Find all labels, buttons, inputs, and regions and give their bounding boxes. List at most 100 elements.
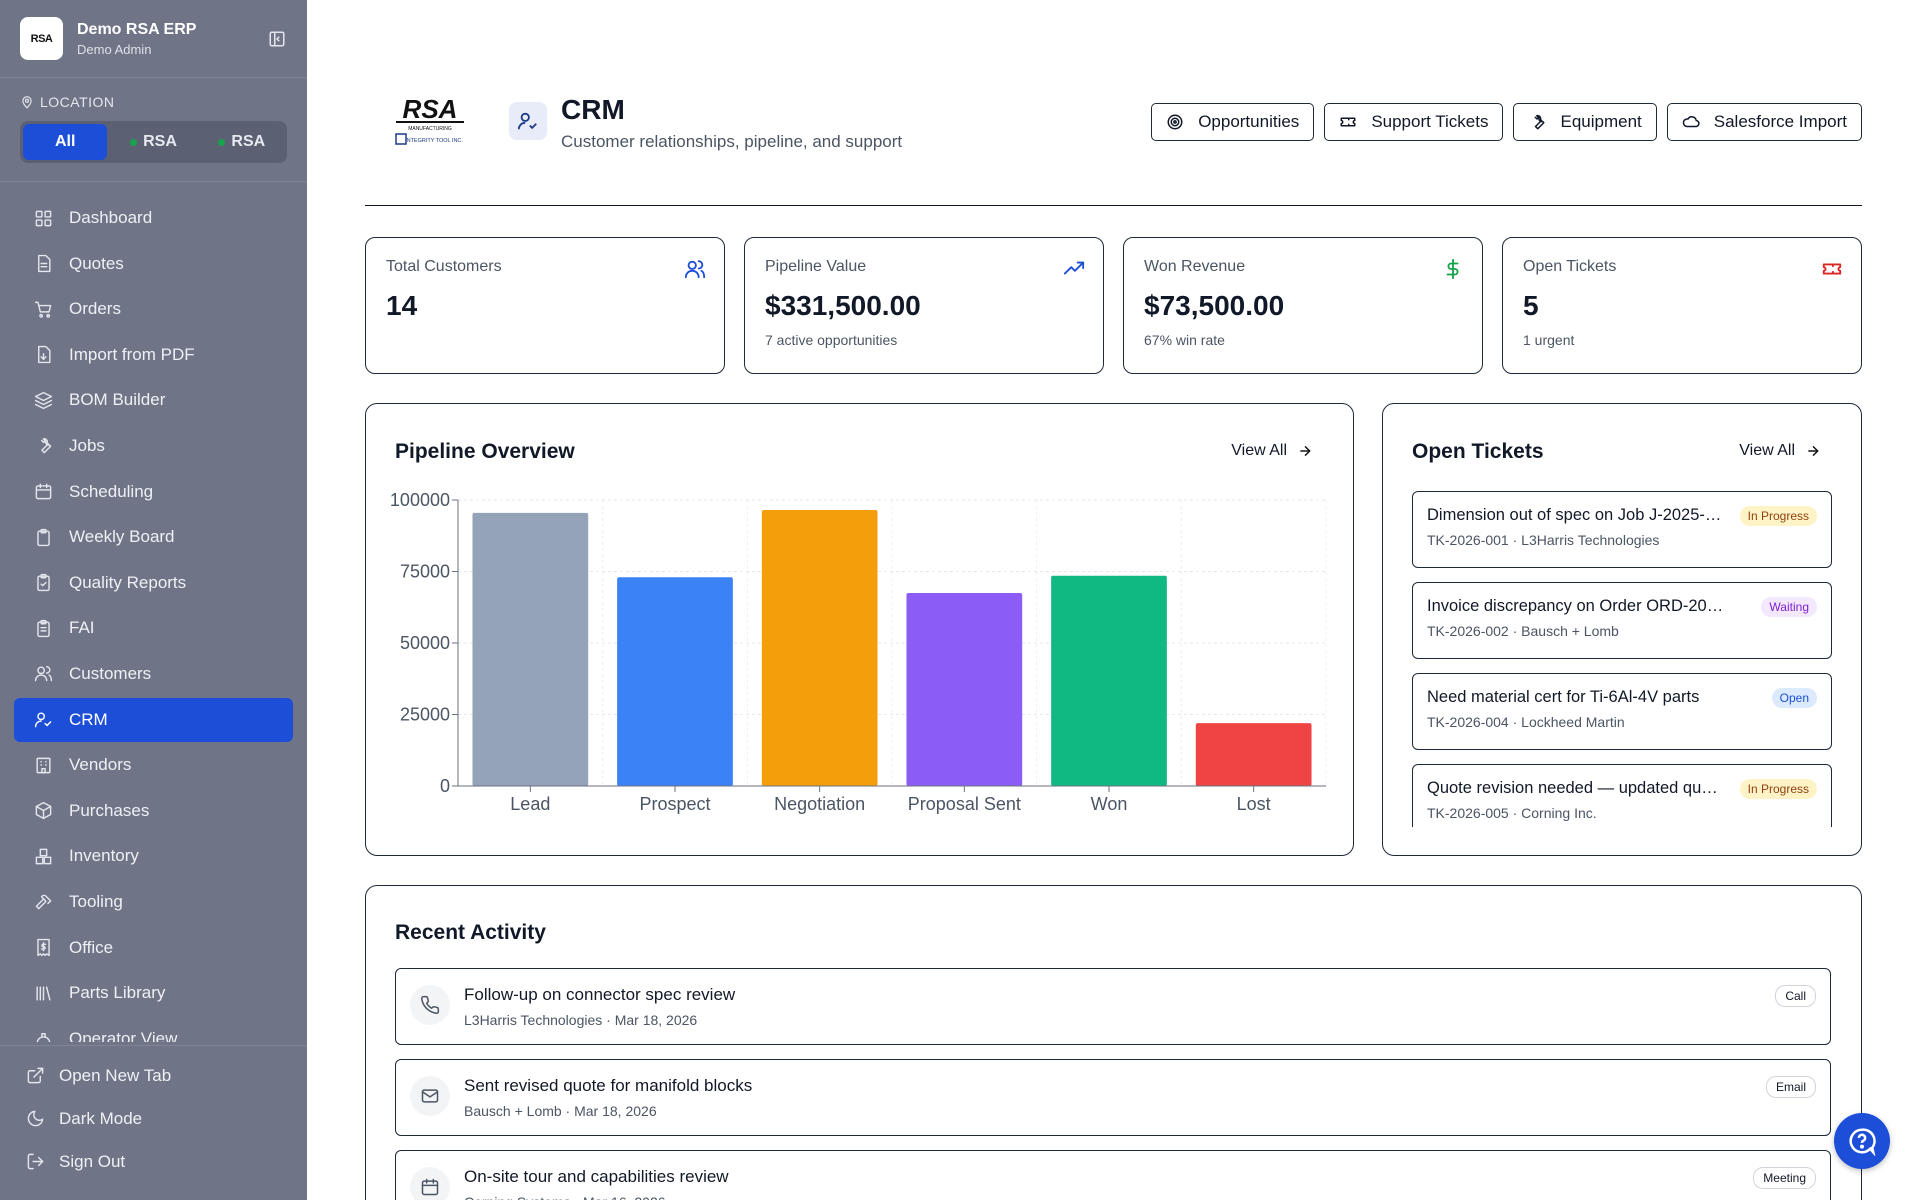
hammer-icon (35, 894, 52, 910)
mail-icon (421, 1089, 439, 1103)
ticket-item[interactable]: Invoice discrepancy on Order ORD-2025… TK… (1412, 582, 1832, 659)
ticket-status-badge: In Progress (1739, 506, 1817, 526)
stat-subtext: 1 urgent (1523, 332, 1575, 348)
sidebar-item-label: Purchases (69, 800, 150, 820)
stats-row: Total Customers 14 Pipeline Value $331,500.… (365, 237, 1862, 374)
sidebar-item-dashboard[interactable]: Dashboard (14, 196, 293, 240)
salesforce-import-button[interactable]: Salesforce Import (1666, 103, 1862, 141)
receipt-icon (37, 938, 50, 957)
sidebar-header: RSA Demo RSA ERP Demo Admin (0, 0, 307, 78)
x-tick-label: Proposal Sent (908, 794, 1021, 814)
users-icon (34, 666, 53, 682)
clipboard-check-icon (37, 574, 50, 592)
sidebar-item-customers[interactable]: Customers (14, 652, 293, 696)
stat-value: $73,500.00 (1144, 290, 1285, 321)
opportunities-button[interactable]: Opportunities (1151, 103, 1315, 141)
sidebar-item-fai[interactable]: FAI (14, 606, 293, 650)
activity-title: On-site tour and capabilities review (464, 1167, 729, 1186)
tickets-view-all-link[interactable]: View All (1739, 442, 1821, 460)
sidebar-item-weekly-board[interactable]: Weekly Board (14, 515, 293, 559)
sidebar-item-orders[interactable]: Orders (14, 287, 293, 331)
sidebar-item-quotes[interactable]: Quotes (14, 242, 293, 286)
equipment-button[interactable]: Equipment (1513, 103, 1657, 141)
sidebar-item-import-from-pdf[interactable]: Import from PDF (14, 333, 293, 377)
cloud-icon (1682, 116, 1700, 128)
sidebar-item-office[interactable]: Office (14, 926, 293, 970)
support-tickets-button[interactable]: Support Tickets (1324, 103, 1504, 141)
x-tick-label: Lost (1237, 794, 1271, 814)
pipeline-overview-panel: Pipeline Overview View All Lead Prospect N… (365, 403, 1354, 856)
user-name: Demo Admin (77, 41, 152, 57)
svg-text:RSA: RSA (403, 96, 458, 124)
calendar-icon (421, 1178, 439, 1196)
footer-item-dark-mode[interactable]: Dark Mode (14, 1097, 293, 1140)
sidebar-item-parts-library[interactable]: Parts Library (14, 971, 293, 1015)
sidebar-item-label: Inventory (69, 846, 139, 866)
sidebar: RSA Demo RSA ERP Demo Admin LOCATION All… (0, 0, 307, 1200)
help-button[interactable] (1834, 1113, 1890, 1169)
ticket-status-badge: Waiting (1761, 597, 1817, 617)
collapse-sidebar-icon[interactable] (267, 29, 287, 49)
ticket-item[interactable]: Quote revision needed — updated qu… TK-20… (1412, 764, 1832, 827)
stat-card-won-revenue: Won Revenue $73,500.00 67% win rate (1123, 237, 1483, 374)
hard-hat-icon (36, 1033, 51, 1042)
y-tick-label: 100000 (390, 490, 450, 510)
activity-title: Follow-up on connector spec review (464, 985, 736, 1004)
boxes-icon (35, 848, 52, 865)
location-rsa-2-button[interactable]: RSA (200, 124, 284, 160)
location-all-button[interactable]: All (23, 124, 108, 160)
user-check-icon (34, 712, 52, 728)
ticket-item[interactable]: Need material cert for Ti-6Al-4V parts TK… (1412, 673, 1832, 750)
sidebar-item-label: FAI (69, 618, 95, 638)
sidebar-item-vendors[interactable]: Vendors (14, 743, 293, 787)
ticket-title: Quote revision needed — updated qu… (1427, 779, 1718, 797)
page-subtitle: Customer relationships, pipeline, and su… (561, 132, 903, 151)
footer-item-open-new-tab[interactable]: Open New Tab (14, 1054, 293, 1097)
log-out-icon (27, 1153, 44, 1170)
dollar-icon (1446, 258, 1459, 280)
sidebar-item-tooling[interactable]: Tooling (14, 880, 293, 924)
activity-title: Sent revised quote for manifold blocks (464, 1076, 753, 1095)
ticket-status-badge: In Progress (1739, 779, 1817, 799)
sidebar-item-operator-view[interactable]: Operator View (14, 1017, 293, 1042)
page-title: CRM (561, 94, 625, 125)
sidebar-item-purchases[interactable]: Purchases (14, 789, 293, 833)
stat-label: Open Tickets (1523, 258, 1617, 275)
sidebar-item-label: CRM (69, 709, 108, 729)
sidebar-item-quality-reports[interactable]: Quality Reports (14, 561, 293, 605)
activity-item[interactable]: On-site tour and capabilities review Corn… (395, 1150, 1831, 1200)
pipeline-view-all-link[interactable]: View All (1231, 442, 1313, 460)
library-icon (36, 986, 51, 1001)
bar-lost (1195, 723, 1312, 786)
footer-item-sign-out[interactable]: Sign Out (14, 1140, 293, 1183)
stat-label: Won Revenue (1144, 258, 1246, 275)
stat-card-pipeline-value: Pipeline Value $331,500.00 7 active opport… (744, 237, 1104, 374)
sidebar-item-bom-builder[interactable]: BOM Builder (14, 378, 293, 422)
sidebar-item-scheduling[interactable]: Scheduling (14, 470, 293, 514)
activity-item[interactable]: Follow-up on connector spec review L3Harr… (395, 968, 1831, 1045)
arrow-right-icon (1300, 445, 1311, 457)
users-icon (684, 260, 706, 279)
stat-value: 5 (1523, 290, 1539, 321)
sidebar-item-label: Dashboard (69, 208, 153, 227)
ticket-item[interactable]: Dimension out of spec on Job J-2025-… TK-… (1412, 491, 1832, 568)
crm-user-check-icon (509, 102, 547, 140)
location-label: LOCATION (40, 94, 115, 110)
building-icon (36, 757, 51, 773)
x-tick-label: Negotiation (774, 794, 865, 814)
sidebar-item-jobs[interactable]: Jobs (14, 424, 293, 468)
help-circle-icon (1849, 1128, 1876, 1156)
location-rsa-1-button[interactable]: RSA (111, 124, 195, 160)
activity-meta: Bausch + Lomb · Mar 18, 2026 (464, 1103, 657, 1119)
ticket-title: Need material cert for Ti-6Al-4V parts (1427, 688, 1700, 706)
sidebar-item-inventory[interactable]: Inventory (14, 834, 293, 878)
page-header: RSA MANUFACTURING INTEGRITY TOOL INC. CR… (365, 90, 1862, 206)
sidebar-item-crm[interactable]: CRM (14, 697, 293, 742)
sidebar-item-label: Office (69, 937, 114, 957)
sidebar-item-label: Customers (69, 663, 152, 683)
sidebar-item-label: Vendors (69, 755, 132, 775)
activity-item[interactable]: Sent revised quote for manifold blocks Ba… (395, 1059, 1831, 1136)
stat-subtext: 67% win rate (1144, 332, 1225, 348)
footer-item-label: Sign Out (59, 1151, 126, 1171)
map-pin-icon (22, 96, 32, 109)
